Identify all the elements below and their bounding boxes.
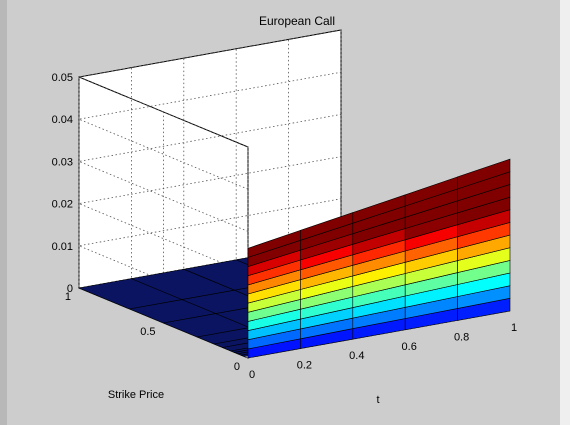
z-tick-label: 0.04 [52,114,73,126]
surface-cell-wall [457,158,511,190]
grid-line-z [77,29,342,148]
x-tick-label: 0 [249,369,255,381]
grid-line-z [77,114,342,232]
chart-title: European Call [259,14,335,28]
x-axis-label: t [376,394,379,406]
x-tick-label: 0.2 [297,360,312,372]
x-tick-label: 0.8 [454,331,469,343]
grid-line-z [77,156,342,274]
x-tick-label: 1 [511,322,517,334]
y-tick-label: 0.5 [140,326,155,338]
z-tick-label: 0 [67,283,73,295]
y-tick-label: 0 [234,361,240,373]
y-axis-label: Strike Price [108,389,164,401]
x-tick-label: 0.6 [402,341,417,353]
z-tick-label: 0.01 [52,241,73,253]
z-tick-label: 0.03 [52,156,73,168]
y-tick-label: 1 [65,291,71,303]
x-tick-label: 0.4 [349,350,364,362]
z-tick-label: 0.05 [52,72,73,84]
grid-line-z [77,71,342,190]
surface-mesh [77,158,511,359]
z-tick-label: 0.02 [52,199,73,211]
